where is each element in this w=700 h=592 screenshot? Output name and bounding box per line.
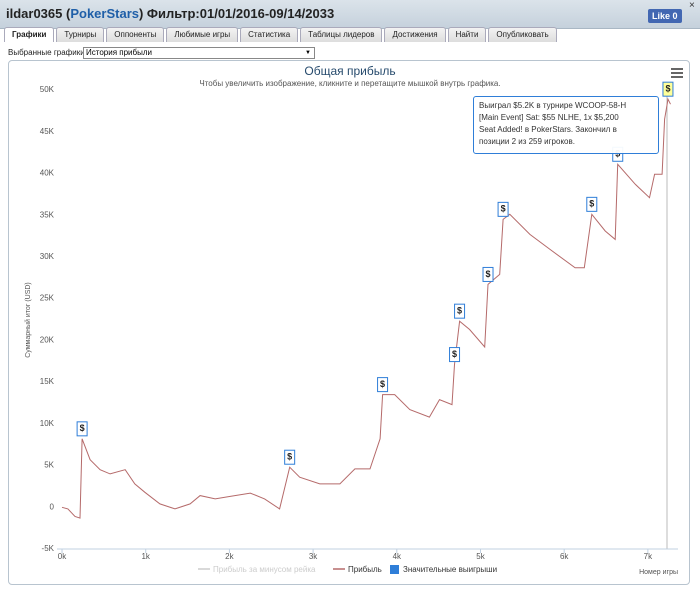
win-marker-label: $ [380,379,385,389]
x-tick-label: 5k [476,552,485,561]
close-button[interactable]: × [689,0,695,11]
filter: ) Фильтр:01/01/2016-09/14/2033 [138,6,335,21]
x-tick-label: 3k [309,552,318,561]
win-marker[interactable] [482,266,494,282]
win-marker[interactable] [662,81,674,97]
tab[interactable]: Найти [447,27,487,42]
tooltip-line: [Main Event] Sat: $55 NLHE, 1x $5,200 [479,113,619,122]
like-count: 0 [672,11,678,21]
x-tick-label: 6k [560,552,569,561]
tooltip-line: Выиграл $5.2K в турнире WCOOP-58-H [479,101,627,110]
legend-label[interactable]: Прибыль за минусом рейка [213,565,316,574]
x-tick-label: 2k [225,552,234,561]
tooltip: Выиграл $5.2K в турнире WCOOP-58-H [Main … [473,96,659,154]
x-tick-label: 1k [141,552,150,561]
win-marker-label: $ [457,306,462,316]
win-marker[interactable] [586,196,598,212]
tab[interactable]: Турниры [56,27,105,42]
win-marker-label: $ [501,204,506,214]
win-marker-label: $ [80,423,85,433]
win-marker[interactable] [76,421,88,437]
y-tick-label: 15K [40,377,55,386]
profit-line [61,97,671,519]
chart-panel [8,60,690,585]
y-tick-label: 45K [40,127,55,136]
y-tick-label: 5K [44,461,54,470]
chart-subtitle: Чтобы увеличить изображение, кликните и … [199,79,500,88]
tooltip-line: Seat Added! в PokerStars. Закончил в [479,125,617,134]
y-tick-label: 30K [40,252,55,261]
win-marker-label: $ [287,452,292,462]
y-tick-label: 25K [40,294,55,303]
win-marker[interactable] [377,377,389,393]
x-tick-label: 4k [393,552,402,561]
x-axis-label: Номер игры [639,569,678,576]
win-marker-label: $ [665,84,670,94]
y-tick-label: 0 [50,502,55,511]
y-tick-label: 40K [40,169,55,178]
x-tick-label: 7k [644,552,653,561]
tab[interactable]: Оппоненты [106,27,165,42]
menu-icon[interactable] [671,68,683,78]
tab[interactable]: Любимые игры [166,27,239,42]
tab[interactable]: Таблицы лидеров [300,27,383,42]
y-tick-label: 35K [40,210,55,219]
selector[interactable]: История прибыли [83,47,315,59]
tab[interactable]: Опубликовать [488,27,557,42]
win-marker[interactable] [449,347,461,363]
win-marker-label: $ [589,199,594,209]
legend-label[interactable]: Прибыль [348,565,382,574]
user: ildar0365 ( [6,6,71,21]
y-tick-label: 50K [40,85,55,94]
chart-title: Общая прибыль [304,64,395,78]
tabs: Графики Турниры Оппоненты Любимые игры Стати… [4,27,557,42]
site[interactable]: PokerStars [70,6,139,21]
tab[interactable]: Графики [4,27,55,42]
selector-label: Выбранные графики: [8,48,87,57]
win-marker-label: $ [452,349,457,359]
like-button[interactable]: Like 0 [648,9,682,23]
y-tick-label: 10K [40,419,55,428]
legend-swatch [390,565,399,574]
tooltip-line: позиции 2 из 259 игроков. [479,137,575,146]
y-axis-label: Суммарный итог (USD) [24,282,32,358]
x-tick-label: 0k [58,552,67,561]
like-text: Like [652,11,671,21]
tab[interactable]: Статистика [240,27,299,42]
y-tick-label: 20K [40,335,55,344]
legend-label[interactable]: Значительные выигрыши [403,565,497,574]
win-marker[interactable] [454,303,466,319]
tab[interactable]: Достижения [384,27,446,42]
win-marker[interactable] [497,201,509,217]
win-marker-label: $ [486,269,491,279]
header-title: ildar0365 (PokerStars) Фильтр:01/01/2016… [6,6,334,21]
win-marker[interactable] [284,449,296,465]
y-tick-label: -5K [42,544,55,553]
